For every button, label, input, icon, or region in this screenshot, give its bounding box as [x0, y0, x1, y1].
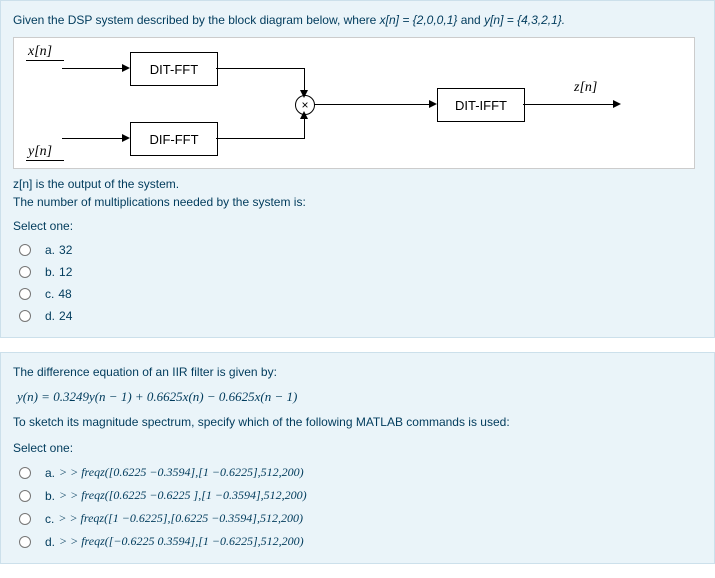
q2-opt-text-c: > > freqz([1 −0.6225],[0.6225 −0.3594],5… — [58, 511, 303, 526]
q1-radio-a[interactable] — [19, 244, 31, 256]
q1-aux2: The number of multiplications needed by … — [13, 195, 702, 209]
q1-option-a[interactable]: a. 32 — [13, 239, 702, 261]
q1-option-b[interactable]: b. 12 — [13, 261, 702, 283]
diagram-multiplier: × — [295, 95, 315, 115]
diagram-y-label: y[n] — [28, 144, 52, 160]
q2-option-b[interactable]: b. > > freqz([0.6225 −0.6225 ],[1 −0.359… — [13, 484, 702, 507]
q1-prompt: Given the DSP system described by the bl… — [13, 11, 702, 29]
q2-equation: y(n) = 0.3249y(n − 1) + 0.6625x(n) − 0.6… — [17, 389, 702, 405]
q2-radio-d[interactable] — [19, 536, 31, 548]
q2-opt-letter-b: b. — [45, 489, 55, 503]
q2-opt-letter-d: d. — [45, 535, 55, 549]
q1-radio-c[interactable] — [19, 288, 31, 300]
q1-opt-letter-d: d. — [45, 309, 55, 323]
q1-opt-text-a: 32 — [59, 243, 72, 257]
diagram-difft-box: DIT-IFFT — [437, 88, 525, 122]
q2-option-c[interactable]: c. > > freqz([1 −0.6225],[0.6225 −0.3594… — [13, 507, 702, 530]
q1-radio-b[interactable] — [19, 266, 31, 278]
question-block-1: Given the DSP system described by the bl… — [0, 0, 715, 338]
q2-select-label: Select one: — [13, 441, 702, 455]
q2-radio-c[interactable] — [19, 513, 31, 525]
q2-opt-letter-a: a. — [45, 466, 55, 480]
q1-opt-text-c: 48 — [58, 287, 71, 301]
q1-opt-letter-a: a. — [45, 243, 55, 257]
q2-opt-letter-c: c. — [45, 512, 54, 526]
q1-select-label: Select one: — [13, 219, 702, 233]
q1-aux1: z[n] is the output of the system. — [13, 177, 702, 191]
diagram-z-label: z[n] — [574, 80, 597, 96]
q2-radio-b[interactable] — [19, 490, 31, 502]
q1-opt-text-d: 24 — [59, 309, 72, 323]
q2-prompt: The difference equation of an IIR filter… — [13, 363, 702, 381]
q2-aux: To sketch its magnitude spectrum, specif… — [13, 413, 702, 431]
q2-radio-a[interactable] — [19, 467, 31, 479]
q1-yn: y[n] = {4,3,2,1}. — [484, 13, 565, 27]
diagram-x-label: x[n] — [28, 44, 52, 60]
q1-option-d[interactable]: d. 24 — [13, 305, 702, 327]
q2-opt-text-d: > > freqz([−0.6225 0.3594],[1 −0.6225],5… — [59, 534, 304, 549]
q1-xn: x[n] = {2,0,0,1} — [380, 13, 458, 27]
q1-opt-letter-c: c. — [45, 287, 54, 301]
q2-opt-text-b: > > freqz([0.6225 −0.6225 ],[1 −0.3594],… — [59, 488, 307, 503]
diagram-ditfft-box: DIT-FFT — [130, 52, 218, 86]
q1-opt-text-b: 12 — [59, 265, 72, 279]
question-block-2: The difference equation of an IIR filter… — [0, 352, 715, 564]
q1-option-c[interactable]: c. 48 — [13, 283, 702, 305]
q1-prompt-pre: Given the DSP system described by the bl… — [13, 13, 380, 27]
diagram-diffft-box: DIF-FFT — [130, 122, 218, 156]
q1-radio-d[interactable] — [19, 310, 31, 322]
q2-option-a[interactable]: a. > > freqz([0.6225 −0.3594],[1 −0.6225… — [13, 461, 702, 484]
q1-prompt-mid: and — [457, 13, 484, 27]
q1-opt-letter-b: b. — [45, 265, 55, 279]
q2-opt-text-a: > > freqz([0.6225 −0.3594],[1 −0.6225],5… — [59, 465, 304, 480]
block-diagram: x[n] y[n] DIT-FFT DIF-FFT × DIT-IFFT z[n… — [13, 37, 695, 169]
